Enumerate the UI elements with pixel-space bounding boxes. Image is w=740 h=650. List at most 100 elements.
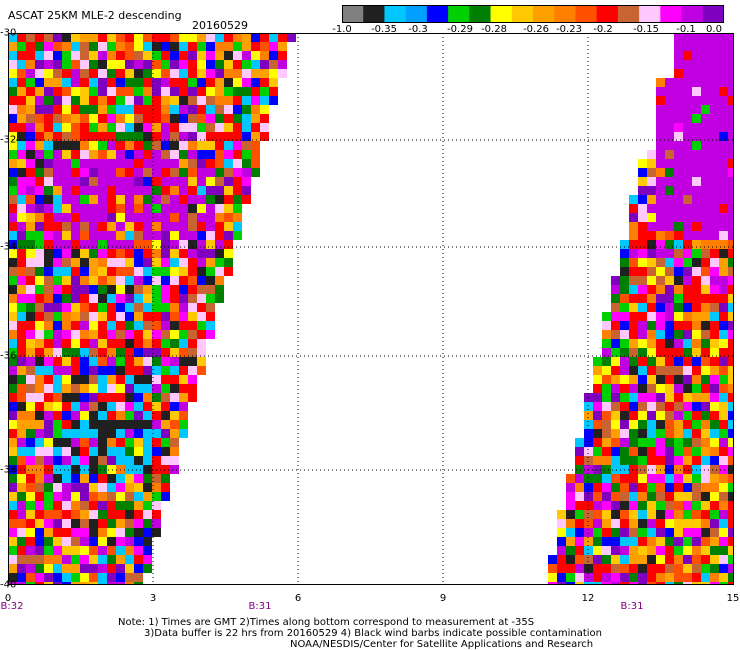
- swath-cell: [53, 384, 62, 393]
- swath-cell: [611, 483, 620, 492]
- swath-cell: [107, 213, 116, 222]
- swath-cell: [80, 132, 89, 141]
- swath-cell: [125, 519, 134, 528]
- swath-cell: [188, 393, 197, 402]
- swath-cell: [638, 159, 647, 168]
- swath-cell: [719, 564, 728, 573]
- swath-cell: [710, 222, 719, 231]
- swath-cell: [17, 510, 26, 519]
- swath-cell: [224, 177, 233, 186]
- swath-cell: [674, 60, 683, 69]
- swath-cell: [260, 51, 269, 60]
- swath-cell: [728, 186, 734, 195]
- swath-cell: [62, 222, 71, 231]
- swath-cell: [629, 492, 638, 501]
- swath-cell: [719, 420, 728, 429]
- swath-cell: [638, 195, 647, 204]
- swath-cell: [224, 249, 233, 258]
- swath-cell: [674, 87, 683, 96]
- swath-cell: [260, 123, 269, 132]
- swath-cell: [719, 555, 728, 564]
- swath-cell: [152, 132, 161, 141]
- swath-cell: [188, 276, 197, 285]
- swath-cell: [710, 537, 719, 546]
- swath-cell: [683, 231, 692, 240]
- swath-cell: [107, 330, 116, 339]
- swath-cell: [152, 78, 161, 87]
- swath-cell: [98, 294, 107, 303]
- swath-cell: [548, 564, 557, 573]
- swath-cell: [719, 105, 728, 114]
- swath-cell: [134, 105, 143, 114]
- swath-cell: [665, 564, 674, 573]
- swath-cell: [44, 393, 53, 402]
- swath-cell: [116, 447, 125, 456]
- swath-cell: [134, 258, 143, 267]
- swath-cell: [233, 51, 242, 60]
- swath-cell: [188, 240, 197, 249]
- swath-cell: [89, 186, 98, 195]
- swath-cell: [35, 456, 44, 465]
- swath-cell: [728, 411, 734, 420]
- swath-cell: [620, 447, 629, 456]
- swath-cell: [8, 330, 17, 339]
- swath-cell: [8, 249, 17, 258]
- swath-cell: [611, 510, 620, 519]
- swath-cell: [107, 573, 116, 582]
- swath-cell: [710, 312, 719, 321]
- swath-cell: [116, 393, 125, 402]
- swath-cell: [116, 384, 125, 393]
- swath-cell: [233, 213, 242, 222]
- swath-cell: [179, 213, 188, 222]
- swath-cell: [80, 357, 89, 366]
- swath-cell: [80, 402, 89, 411]
- swath-cell: [224, 114, 233, 123]
- swath-cell: [107, 510, 116, 519]
- swath-cell: [719, 393, 728, 402]
- swath-cell: [116, 312, 125, 321]
- swath-cell: [638, 582, 647, 585]
- swath-cell: [629, 213, 638, 222]
- swath-cell: [215, 132, 224, 141]
- swath-cell: [674, 312, 683, 321]
- swath-cell: [17, 420, 26, 429]
- swath-cell: [134, 204, 143, 213]
- swath-cell: [179, 159, 188, 168]
- swath-cell: [152, 204, 161, 213]
- swath-cell: [215, 51, 224, 60]
- swath-cell: [89, 483, 98, 492]
- swath-cell: [17, 276, 26, 285]
- swath-cell: [665, 546, 674, 555]
- swath-cell: [80, 330, 89, 339]
- swath-cell: [206, 240, 215, 249]
- swath-cell: [44, 258, 53, 267]
- swath-cell: [701, 348, 710, 357]
- swath-cell: [233, 168, 242, 177]
- swath-cell: [629, 312, 638, 321]
- swath-cell: [206, 249, 215, 258]
- swath-cell: [719, 204, 728, 213]
- swath-cell: [188, 150, 197, 159]
- swath-cell: [557, 510, 566, 519]
- swath-cell: [233, 222, 242, 231]
- swath-cell: [116, 96, 125, 105]
- swath-cell: [692, 222, 701, 231]
- swath-cell: [701, 528, 710, 537]
- swath-cell: [710, 510, 719, 519]
- swath-cell: [98, 348, 107, 357]
- swath-cell: [701, 321, 710, 330]
- swath-cell: [26, 348, 35, 357]
- swath-cell: [728, 393, 734, 402]
- swath-cell: [26, 204, 35, 213]
- swath-cell: [125, 96, 134, 105]
- swath-cell: [161, 168, 170, 177]
- swath-cell: [206, 105, 215, 114]
- swath-cell: [692, 411, 701, 420]
- swath-cell: [62, 366, 71, 375]
- swath-cell: [62, 249, 71, 258]
- swath-cell: [152, 231, 161, 240]
- swath-cell: [692, 186, 701, 195]
- swath-cell: [125, 393, 134, 402]
- swath-cell: [17, 402, 26, 411]
- swath-cell: [62, 87, 71, 96]
